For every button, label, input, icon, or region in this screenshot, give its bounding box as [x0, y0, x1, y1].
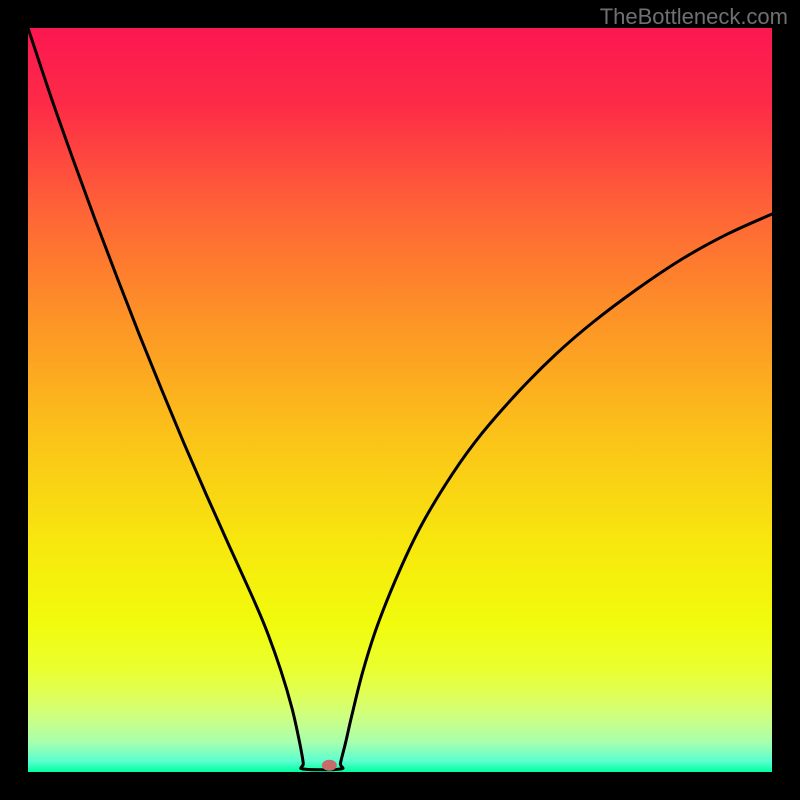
watermark-text: TheBottleneck.com	[600, 4, 788, 30]
optimal-point-marker	[322, 760, 336, 770]
bottleneck-chart	[0, 0, 800, 800]
chart-frame: TheBottleneck.com	[0, 0, 800, 800]
plot-background	[28, 28, 772, 772]
